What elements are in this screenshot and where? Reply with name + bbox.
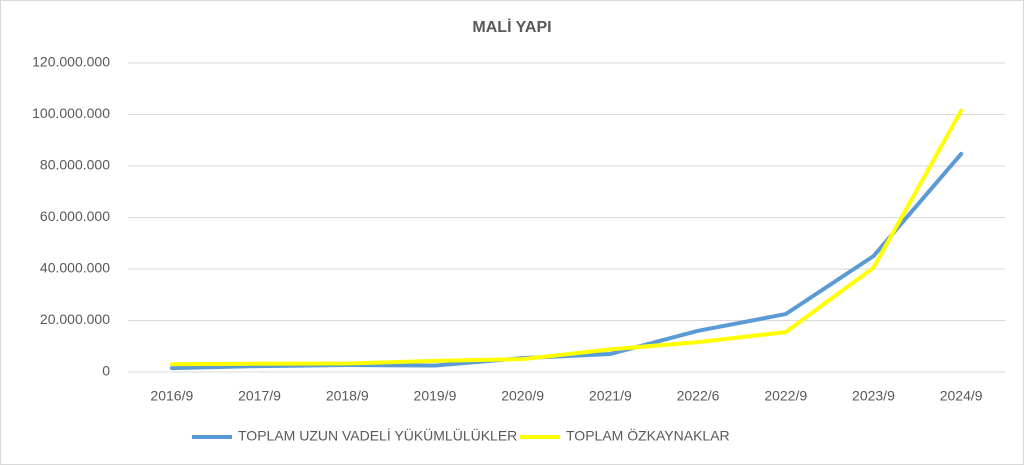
y-tick-label: 80.000.000 [40, 157, 110, 173]
x-tick-label: 2022/9 [764, 388, 807, 404]
x-tick-label: 2022/6 [677, 388, 720, 404]
y-tick-label: 0 [102, 363, 110, 379]
x-tick-label: 2021/9 [589, 388, 632, 404]
y-tick-label: 120.000.000 [32, 54, 110, 70]
y-tick-label: 100.000.000 [32, 105, 110, 121]
y-tick-label: 40.000.000 [40, 260, 110, 276]
series-line [169, 108, 964, 367]
y-tick-label: 60.000.000 [40, 208, 110, 224]
legend-label: TOPLAM ÖZKAYNAKLAR [566, 427, 730, 444]
x-tick-label: 2024/9 [940, 388, 983, 404]
legend-label: TOPLAM UZUN VADELİ YÜKÜMLÜLÜKLER [238, 427, 517, 444]
x-tick-label: 2018/9 [326, 388, 369, 404]
x-tick-label: 2019/9 [414, 388, 457, 404]
x-tick-label: 2023/9 [852, 388, 895, 404]
x-tick-label: 2016/9 [150, 388, 193, 404]
y-tick-label: 20.000.000 [40, 311, 110, 327]
x-tick-label: 2020/9 [501, 388, 544, 404]
chart-title: MALİ YAPI [472, 18, 551, 36]
x-tick-label: 2017/9 [238, 388, 281, 404]
